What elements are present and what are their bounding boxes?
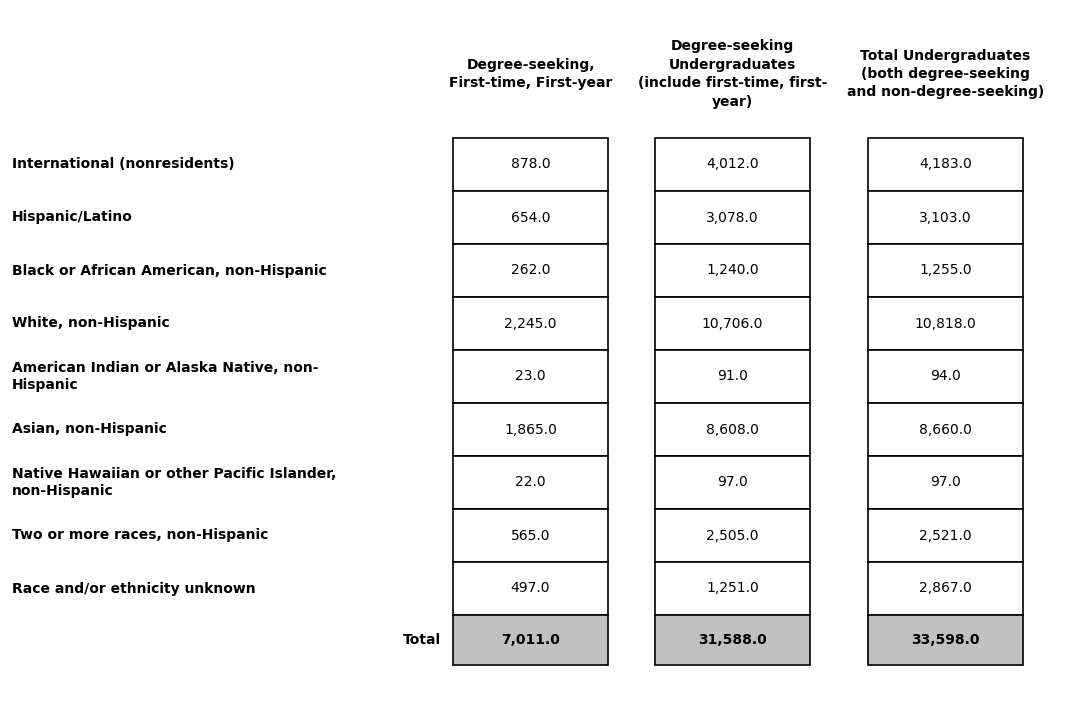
Text: 31,588.0: 31,588.0 (698, 633, 767, 647)
Bar (654, 509, 810, 562)
Bar (868, 191, 1023, 244)
Text: 8,608.0: 8,608.0 (706, 423, 759, 437)
Text: Two or more races, non-Hispanic: Two or more races, non-Hispanic (12, 529, 268, 543)
Text: Black or African American, non-Hispanic: Black or African American, non-Hispanic (12, 263, 327, 277)
Bar (868, 138, 1023, 191)
Text: 10,818.0: 10,818.0 (915, 317, 976, 331)
Text: 2,245.0: 2,245.0 (504, 317, 557, 331)
Text: 3,103.0: 3,103.0 (919, 211, 972, 225)
Bar (453, 297, 608, 350)
Bar (868, 350, 1023, 403)
Bar (453, 509, 608, 562)
Bar (868, 509, 1023, 562)
Text: 878.0: 878.0 (511, 157, 551, 171)
Bar (654, 244, 810, 297)
Text: 565.0: 565.0 (511, 529, 550, 543)
Text: 97.0: 97.0 (717, 475, 747, 489)
Text: 1,251.0: 1,251.0 (706, 581, 759, 595)
Text: 8,660.0: 8,660.0 (919, 423, 972, 437)
Text: International (nonresidents): International (nonresidents) (12, 157, 234, 171)
Text: 23.0: 23.0 (515, 369, 545, 383)
Text: 91.0: 91.0 (717, 369, 748, 383)
Bar (868, 615, 1023, 665)
Bar (453, 456, 608, 509)
Bar (453, 562, 608, 615)
Text: 94.0: 94.0 (930, 369, 961, 383)
Text: Total Undergraduates
(both degree-seeking
and non-degree-seeking): Total Undergraduates (both degree-seekin… (847, 48, 1044, 100)
Text: American Indian or Alaska Native, non-
Hispanic: American Indian or Alaska Native, non- H… (12, 361, 319, 392)
Text: Hispanic/Latino: Hispanic/Latino (12, 211, 133, 225)
Text: Degree-seeking
Undergraduates
(include first-time, first-
year): Degree-seeking Undergraduates (include f… (638, 39, 827, 109)
Bar (654, 138, 810, 191)
Text: 10,706.0: 10,706.0 (702, 317, 764, 331)
Text: Total: Total (403, 633, 441, 647)
Bar (654, 350, 810, 403)
Text: White, non-Hispanic: White, non-Hispanic (12, 317, 170, 331)
Text: 2,505.0: 2,505.0 (706, 529, 759, 543)
Text: 497.0: 497.0 (511, 581, 550, 595)
Bar (654, 456, 810, 509)
Bar (868, 403, 1023, 456)
Text: 4,012.0: 4,012.0 (706, 157, 759, 171)
Text: 654.0: 654.0 (511, 211, 550, 225)
Text: Race and/or ethnicity unknown: Race and/or ethnicity unknown (12, 581, 256, 595)
Text: 4,183.0: 4,183.0 (919, 157, 972, 171)
Text: 22.0: 22.0 (515, 475, 545, 489)
Bar (453, 138, 608, 191)
Text: 1,240.0: 1,240.0 (706, 263, 759, 277)
Bar (654, 562, 810, 615)
Bar (868, 244, 1023, 297)
Text: 1,255.0: 1,255.0 (919, 263, 972, 277)
Text: 1,865.0: 1,865.0 (504, 423, 557, 437)
Text: 2,521.0: 2,521.0 (919, 529, 972, 543)
Text: 7,011.0: 7,011.0 (501, 633, 559, 647)
Bar (654, 403, 810, 456)
Bar (453, 403, 608, 456)
Bar (453, 615, 608, 665)
Bar (868, 456, 1023, 509)
Bar (453, 244, 608, 297)
Bar (453, 191, 608, 244)
Text: 97.0: 97.0 (930, 475, 961, 489)
Bar (453, 350, 608, 403)
Bar (868, 562, 1023, 615)
Text: Asian, non-Hispanic: Asian, non-Hispanic (12, 423, 167, 437)
Text: 3,078.0: 3,078.0 (706, 211, 759, 225)
Text: Degree-seeking,
First-time, First-year: Degree-seeking, First-time, First-year (449, 58, 612, 90)
Bar (654, 615, 810, 665)
Text: 33,598.0: 33,598.0 (912, 633, 980, 647)
Bar (868, 297, 1023, 350)
Bar (654, 191, 810, 244)
Text: 262.0: 262.0 (511, 263, 550, 277)
Text: Native Hawaiian or other Pacific Islander,
non-Hispanic: Native Hawaiian or other Pacific Islande… (12, 467, 336, 498)
Text: 2,867.0: 2,867.0 (919, 581, 972, 595)
Bar (654, 297, 810, 350)
